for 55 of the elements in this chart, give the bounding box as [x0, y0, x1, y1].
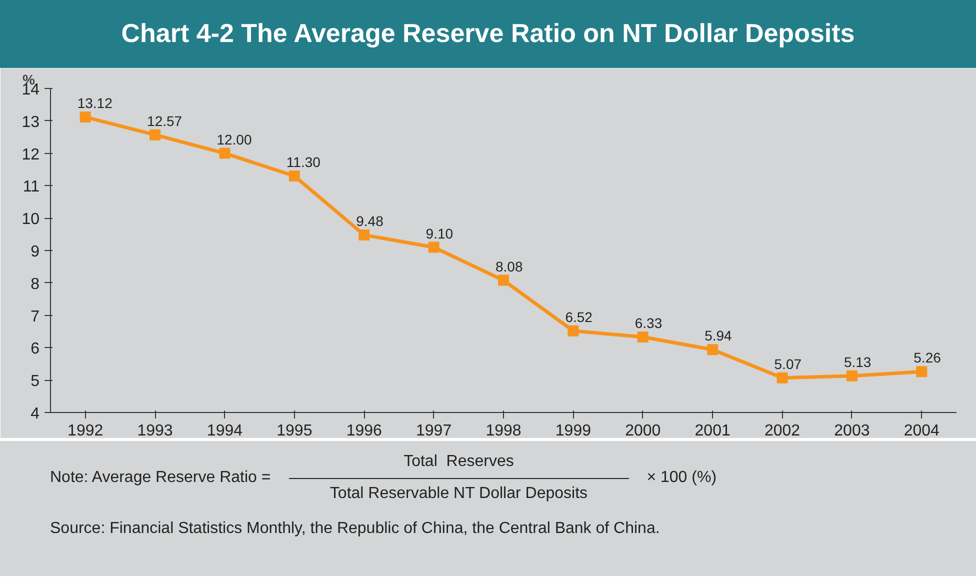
- x-tick-label: 1992: [68, 422, 104, 440]
- x-tick-label: 2000: [625, 422, 661, 440]
- point: [707, 344, 718, 356]
- data-label: 5.07: [774, 356, 802, 372]
- point: [358, 229, 370, 240]
- y-tick-label: 5: [30, 373, 40, 390]
- y-tick-label: 8: [30, 276, 40, 293]
- x-tick-label: 1999: [555, 422, 592, 440]
- point: [637, 332, 648, 343]
- x-tick-label: 1997: [416, 422, 452, 440]
- text: × 100 (%): [646, 468, 717, 488]
- x-tick-label: 1993: [137, 422, 173, 440]
- text: Note: Average Reserve Ratio =: [50, 468, 271, 488]
- data-label: 5.13: [844, 354, 872, 370]
- y-tick-label: 6: [30, 340, 40, 358]
- data-label: 8.08: [496, 258, 523, 274]
- data-label: 6.52: [565, 308, 593, 325]
- data-label: 12.00: [216, 131, 252, 148]
- x-tick-label: 2001: [694, 422, 730, 440]
- data-label: 12.57: [147, 112, 182, 129]
- data-label: 5.94: [704, 328, 732, 344]
- data-label: 9.48: [356, 212, 384, 229]
- x-tick-label: 1998: [486, 422, 522, 440]
- data-label: 5.26: [914, 350, 942, 366]
- y-tick-label: 9: [30, 244, 40, 260]
- point: [916, 366, 928, 378]
- chart-title: Chart 4-2 The Average Reserve Ratio on NT Dollar Deposits: [0, 0, 976, 68]
- x-tick-label: 2004: [904, 422, 940, 440]
- point: [80, 112, 91, 123]
- x-tick-label: 2002: [764, 422, 800, 440]
- x-tick-label: 2003: [834, 422, 870, 440]
- x-tick-label: 1994: [206, 422, 243, 440]
- source-note: Source: Financial Statistics Monthly, the Republic of China, the Central Bank of China.: [50, 518, 661, 539]
- point: [846, 370, 858, 382]
- point: [150, 129, 161, 140]
- text: Total Reservable NT Dollar Deposits: [288, 478, 629, 506]
- data-label: 6.33: [634, 315, 662, 332]
- text: Total Reserves: [404, 452, 514, 472]
- x-tick-label: 1995: [276, 422, 312, 440]
- point: [428, 242, 440, 253]
- point: [219, 148, 230, 159]
- y-tick-label: 4: [30, 406, 40, 422]
- data-label: 13.12: [77, 95, 113, 112]
- point: [288, 170, 300, 182]
- y-tick-label: 13: [22, 114, 40, 131]
- point: [498, 274, 509, 286]
- y-tick-label: 12: [22, 146, 40, 164]
- x-tick-label: 1996: [346, 422, 382, 440]
- y-tick-label: 11: [22, 178, 40, 196]
- point: [568, 325, 579, 336]
- point: [776, 372, 788, 384]
- y-tick-label: 10: [22, 211, 40, 228]
- y-tick-label: 7: [30, 308, 40, 326]
- data-label: 9.10: [426, 225, 454, 242]
- data-label: 11.30: [286, 154, 321, 170]
